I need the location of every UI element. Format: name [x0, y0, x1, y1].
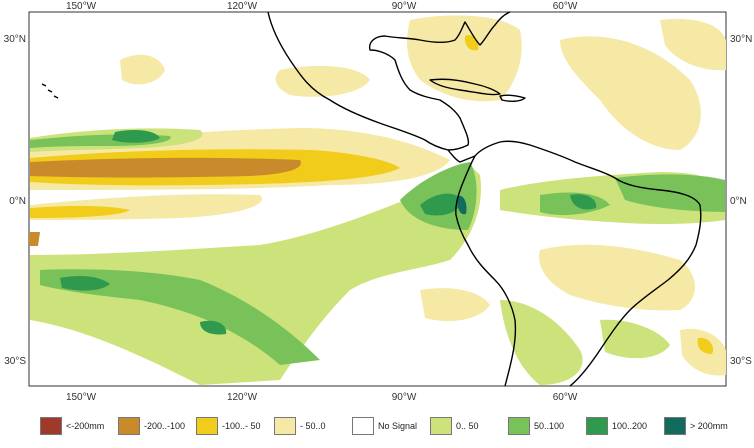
coastline-hispaniola	[499, 94, 526, 103]
field-atlantic-dry-north	[660, 18, 726, 71]
legend-label: - 50..0	[300, 421, 326, 431]
coastlines	[41, 11, 702, 387]
lat-tick-left-30n: 30°N	[4, 34, 26, 45]
field-sa-south-dry-2	[420, 288, 490, 322]
field-sa-south-wet	[500, 300, 583, 385]
legend-swatch	[664, 417, 686, 435]
coastline-hawaii	[41, 83, 59, 99]
legend-item-100-200: 100..200	[586, 417, 664, 435]
legend-swatch	[586, 417, 608, 435]
legend-label: 50..100	[534, 421, 565, 431]
lat-ticks-right: 30°N 0°N 30°S	[730, 34, 752, 367]
legend-swatch	[40, 417, 62, 435]
legend-item-gt-200: > 200mm	[664, 417, 734, 435]
legend-label: 0.. 50	[456, 421, 479, 431]
coastline-central-america	[447, 149, 476, 163]
field-spcz-wet	[30, 165, 481, 385]
lat-tick-left-30s: 30°S	[4, 356, 26, 367]
legend-item-neg50-0: - 50..0	[274, 417, 352, 435]
legend-label: -200..-100	[144, 421, 186, 431]
field-ecuador-very-wet	[457, 195, 467, 215]
field-sa-east-dry-strong	[697, 337, 714, 354]
lon-tick-top-90w: 90°W	[392, 1, 417, 12]
legend-item-neg200-neg100: -200..-100	[118, 417, 196, 435]
field-equatorial-dry-strong	[30, 205, 130, 218]
legend-item-lt-neg200: <-200mm	[40, 417, 118, 435]
legend-item-neg100-neg50: -100..- 50	[196, 417, 274, 435]
coastline-north-america	[267, 11, 511, 151]
coastline-cuba	[429, 78, 501, 96]
lon-ticks-bottom: 150°W 120°W 90°W 60°W	[66, 392, 578, 403]
field-spcz-wet-core	[60, 276, 110, 291]
field-pacific-nw-dry	[120, 54, 165, 85]
lon-tick-bottom-90w: 90°W	[392, 392, 417, 403]
lon-tick-top-60w: 60°W	[553, 1, 578, 12]
legend-item-50-100: 50..100	[508, 417, 586, 435]
lon-tick-bottom-60w: 60°W	[553, 392, 578, 403]
legend-label: No Signal	[378, 421, 418, 431]
field-spcz-wet-mid	[40, 269, 320, 365]
field-itcz-wet-core	[112, 130, 160, 143]
legend-label: -100..- 50	[222, 421, 261, 431]
lon-tick-bottom-120w: 120°W	[227, 392, 258, 403]
coastline-south-america	[474, 140, 702, 387]
legend: <-200mm -200..-100 -100..- 50 - 50..0 No…	[40, 414, 740, 438]
field-pacific-north-very-dry	[30, 157, 301, 178]
field-sa-south-dry	[539, 244, 695, 311]
anomaly-fields	[29, 15, 726, 385]
lat-tick-right-30s: 30°S	[730, 356, 752, 367]
lon-tick-top-150w: 150°W	[66, 1, 97, 12]
legend-item-0-50: 0.. 50	[430, 417, 508, 435]
field-sa-north-wet-core	[570, 194, 597, 210]
lon-ticks-top: 150°W 120°W 90°W 60°W	[66, 1, 578, 12]
lat-tick-right-0n: 0°N	[730, 196, 747, 207]
legend-swatch	[274, 417, 296, 435]
lon-tick-bottom-150w: 150°W	[66, 392, 97, 403]
legend-swatch	[508, 417, 530, 435]
coastline-south-america-west	[455, 155, 517, 387]
legend-label: > 200mm	[690, 421, 728, 431]
field-spcz-wet-core-2	[200, 320, 227, 335]
legend-swatch	[196, 417, 218, 435]
lat-tick-right-30n: 30°N	[730, 34, 752, 45]
field-sa-east-dry	[680, 328, 726, 376]
legend-swatch	[430, 417, 452, 435]
legend-item-no-signal: No Signal	[352, 417, 430, 435]
lat-ticks-left: 30°N 0°N 30°S	[4, 34, 27, 367]
legend-swatch	[118, 417, 140, 435]
legend-label: <-200mm	[66, 421, 105, 431]
legend-label: 100..200	[612, 421, 648, 431]
lat-tick-left-0n: 0°N	[9, 196, 26, 207]
precipitation-anomaly-map: 150°W 120°W 90°W 60°W 150°W 120°W 90°W 6…	[4, 1, 753, 403]
field-ecuador-wet-core	[420, 193, 462, 216]
field-sa-central-wet	[600, 319, 670, 359]
legend-swatch	[352, 417, 374, 435]
lon-tick-top-120w: 120°W	[227, 1, 258, 12]
field-atlantic-dry	[560, 36, 701, 150]
field-equatorial-brown	[29, 232, 40, 246]
